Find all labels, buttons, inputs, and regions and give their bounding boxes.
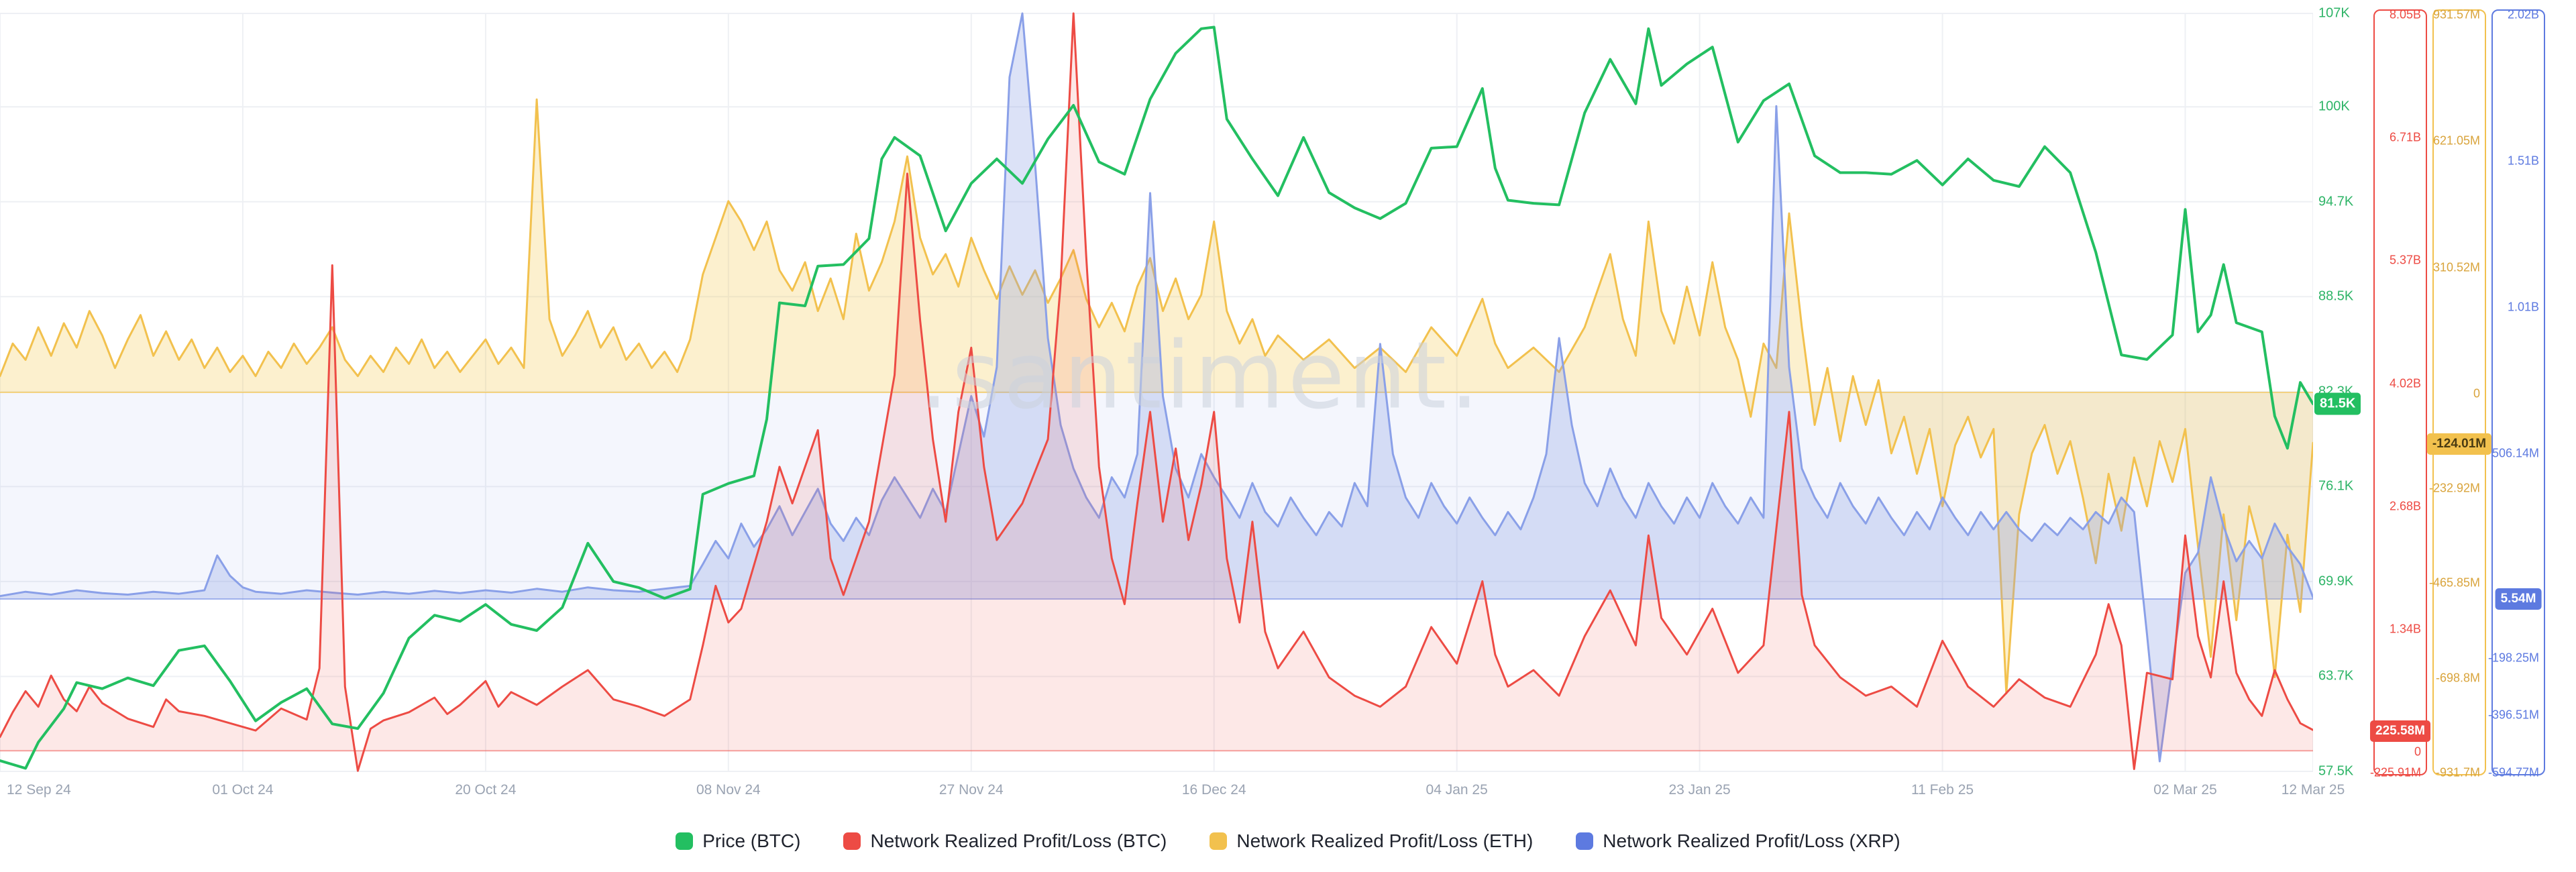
nrpl-xrp-tick-label: 1.51B [2507, 154, 2539, 168]
nrpl-eth-tick-label: 310.52M [2432, 260, 2480, 274]
nrpl-btc-tick-label: 1.34B [2389, 622, 2421, 636]
nrpl-btc-axis[interactable]: 8.05B 6.71B 5.37B 4.02B 2.68B 1.34B 0 -225.91M 2… [2370, 7, 2430, 779]
nrpl-btc-line [0, 12, 2313, 772]
nrpl-btc-area [0, 13, 2313, 771]
nrpl-btc-legend-swatch [843, 832, 861, 850]
legend-label: Price (BTC) [702, 830, 801, 851]
nrpl-eth-tick-label: -698.8M [2435, 671, 2480, 685]
nrpl-eth-tick-label: 0 [2473, 386, 2480, 400]
price-btc-tick-label: 94.7K [2318, 194, 2354, 209]
legend-item-nrpl-btc[interactable]: Network Realized Profit/Loss (BTC) [843, 830, 1167, 852]
legend: Price (BTC) Network Realized Profit/Loss … [0, 830, 2576, 852]
nrpl-eth-line [0, 98, 2313, 695]
x-tick-label: 02 Mar 25 [2153, 782, 2217, 798]
nrpl-btc-tick-label: -225.91M [2369, 765, 2421, 779]
price-btc-tick-label: 76.1K [2318, 478, 2354, 494]
x-tick-label: 23 Jan 25 [1668, 782, 1731, 798]
x-tick-label: 08 Nov 24 [696, 782, 761, 798]
price-btc-axis[interactable]: 107K 100K 94.7K 88.5K 82.3K 76.1K 69.9K 63.7K 57… [2314, 0, 2369, 779]
price-btc-line [0, 25, 2313, 770]
x-tick-label: 12 Sep 24 [7, 782, 71, 798]
price-btc-tick-label: 63.7K [2318, 668, 2354, 684]
price-btc-legend-swatch [676, 832, 694, 850]
nrpl-eth-axis[interactable]: 931.57M 621.05M 310.52M 0 -232.92M -465.85M -6… [2426, 7, 2492, 779]
nrpl-btc-current-value-badge: 225.58M [2370, 720, 2430, 743]
price-btc-tick-label: 107K [2318, 5, 2350, 21]
price-btc-current-value-badge: 81.5K [2314, 392, 2361, 415]
legend-label: Network Realized Profit/Loss (ETH) [1236, 830, 1534, 851]
nrpl-btc-tick-label: 6.71B [2389, 130, 2421, 144]
legend-label: Network Realized Profit/Loss (BTC) [870, 830, 1167, 851]
nrpl-xrp-tick-label: -594.77M [2487, 765, 2539, 779]
nrpl-xrp-tick-label: -396.51M [2487, 708, 2539, 722]
nrpl-xrp-current-value-badge: 5.54M [2495, 588, 2542, 610]
nrpl-btc-tick-label: 8.05B [2389, 7, 2421, 21]
x-tick-label: 04 Jan 25 [1426, 782, 1488, 798]
legend-item-nrpl-xrp[interactable]: Network Realized Profit/Loss (XRP) [1576, 830, 1900, 852]
nrpl-xrp-line [0, 12, 2313, 763]
nrpl-xrp-tick-label: 1.01B [2507, 300, 2539, 314]
nrpl-eth-tick-label: -931.7M [2435, 765, 2480, 779]
price-btc-tick-label: 100K [2318, 99, 2350, 114]
highlight-band [0, 392, 2313, 599]
nrpl-xrp-tick-label: 2.02B [2507, 7, 2539, 21]
x-axis: 12 Sep 24 01 Oct 24 20 Oct 24 08 Nov 24 27 N… [0, 782, 2345, 809]
x-tick-label: 12 Mar 25 [2281, 782, 2345, 798]
nrpl-eth-tick-label: 621.05M [2432, 133, 2480, 148]
price-btc-tick-label: 57.5K [2318, 763, 2354, 779]
x-tick-label: 27 Nov 24 [938, 782, 1004, 798]
nrpl-eth-tick-label: -465.85M [2428, 576, 2480, 590]
nrpl-xrp-area [0, 13, 2313, 761]
nrpl-xrp-legend-swatch [1576, 832, 1594, 850]
x-tick-label: 16 Dec 24 [1181, 782, 1246, 798]
price-btc-tick-label: 88.5K [2318, 288, 2354, 304]
x-tick-label: 20 Oct 24 [455, 782, 517, 798]
legend-item-price-btc[interactable]: Price (BTC) [676, 830, 800, 852]
legend-item-nrpl-eth[interactable]: Network Realized Profit/Loss (ETH) [1210, 830, 1533, 852]
chart-widget: .santiment. 107K 100K 94.7K 88.5K 82.3K 76.1K… [0, 0, 2545, 798]
legend-label: Network Realized Profit/Loss (XRP) [1603, 830, 1900, 851]
chart-plot-area[interactable] [0, 0, 2313, 778]
x-tick-label: 11 Feb 25 [1911, 782, 1974, 798]
nrpl-xrp-tick-label: 506.14M [2491, 446, 2539, 460]
nrpl-btc-tick-label: 4.02B [2389, 376, 2421, 390]
nrpl-eth-current-value-badge: -124.01M [2426, 433, 2492, 455]
nrpl-xrp-tick-label: -198.25M [2487, 651, 2539, 665]
price-btc-tick-label: 69.9K [2318, 574, 2354, 589]
nrpl-btc-tick-label: 0 [2414, 745, 2421, 759]
nrpl-eth-tick-label: -232.92M [2428, 481, 2480, 495]
nrpl-btc-tick-label: 5.37B [2389, 253, 2421, 267]
nrpl-eth-legend-swatch [1210, 832, 1228, 850]
x-tick-label: 01 Oct 24 [212, 782, 274, 798]
nrpl-btc-tick-label: 2.68B [2389, 499, 2421, 513]
nrpl-xrp-axis[interactable]: 2.02B 1.51B 1.01B 506.14M -198.25M -396.51M -5… [2487, 7, 2545, 779]
nrpl-eth-tick-label: 931.57M [2432, 7, 2480, 21]
